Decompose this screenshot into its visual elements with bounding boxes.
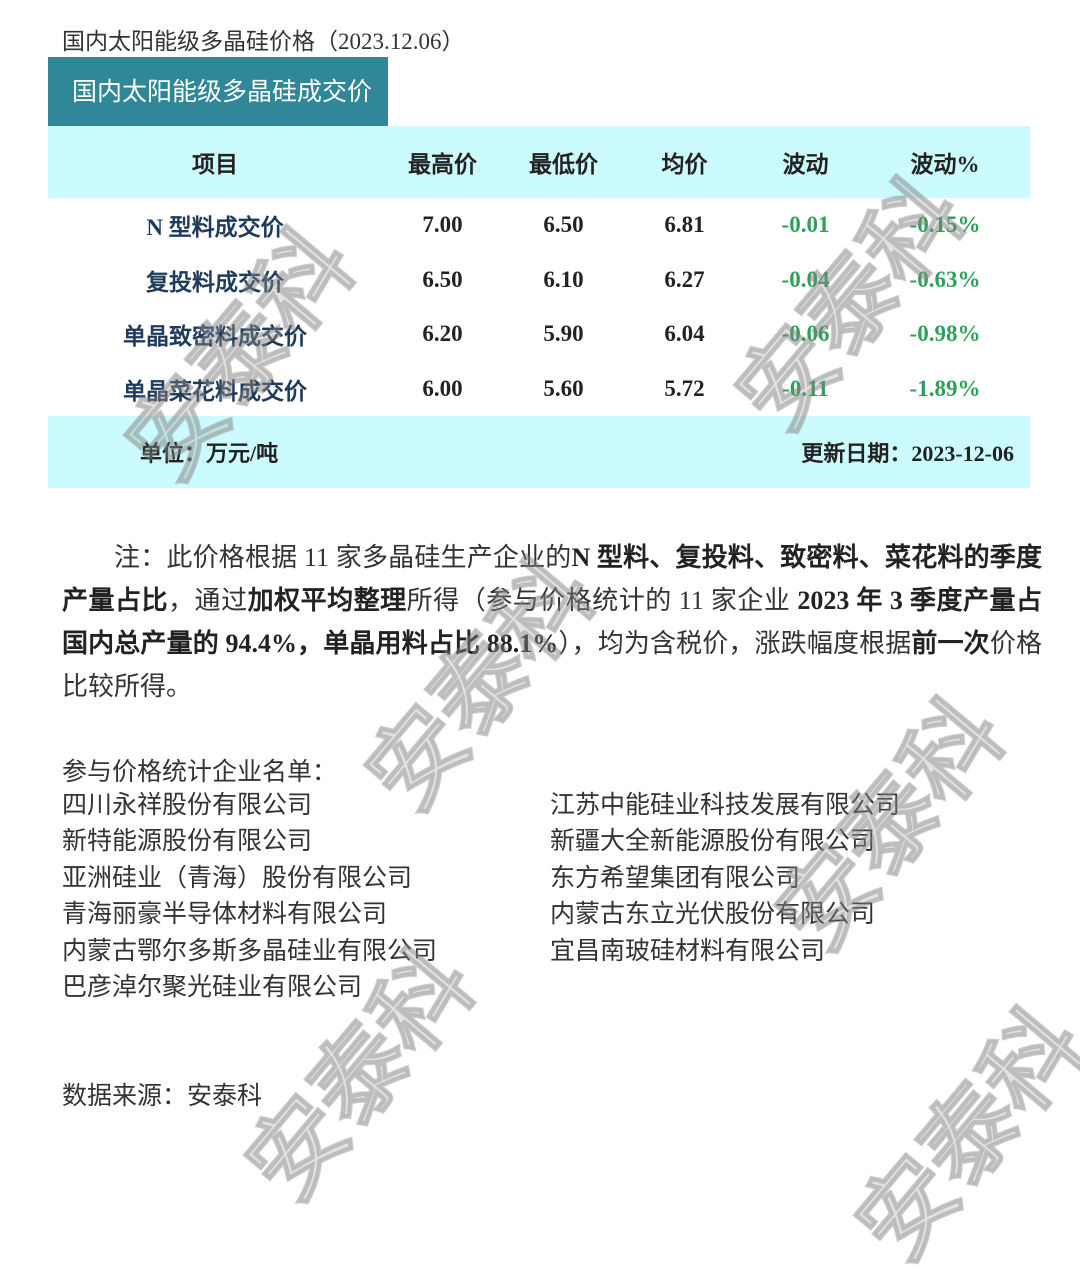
note-text: ，通过 <box>168 586 248 615</box>
change: -0.11 <box>782 375 829 401</box>
change-pct: -1.89% <box>909 375 981 401</box>
note-emphasis: 前一次 <box>911 629 990 658</box>
table-footer: 单位：万元/吨 更新日期：2023-12-06 <box>48 416 1030 488</box>
company-name: 江苏中能硅业科技发展有限公司 <box>550 792 901 819</box>
company-name: 新特能源股份有限公司 <box>62 828 313 856</box>
change-pct: -0.98% <box>909 321 981 347</box>
min-price: 6.10 <box>543 266 584 292</box>
table-body: N 型料成交价 7.00 6.50 6.81 -0.01 -0.15% 复投料成交价 6.50… <box>48 198 1030 416</box>
change: -0.04 <box>781 266 830 292</box>
company-name: 内蒙古东立光伏股份有限公司 <box>550 901 876 929</box>
table-row: N 型料成交价 7.00 6.50 6.81 -0.01 -0.15% <box>48 198 1030 253</box>
min-price: 5.90 <box>543 321 584 347</box>
table-row: 单晶菜花料成交价 6.00 5.60 5.72 -0.11 -1.89% <box>48 362 1030 417</box>
company-name: 四川永祥股份有限公司 <box>62 792 313 819</box>
change: -0.06 <box>781 321 830 347</box>
company-name: 宜昌南玻硅材料有限公司 <box>550 937 826 965</box>
item-name: 复投料成交价 <box>146 269 284 295</box>
page-title: 国内太阳能级多晶硅价格（2023.12.06） <box>62 29 465 54</box>
table-row: 单晶致密料成交价 6.20 5.90 6.04 -0.06 -0.98% <box>48 307 1030 362</box>
change-pct: -0.63% <box>909 266 981 292</box>
item-name: 单晶菜花料成交价 <box>123 378 307 404</box>
note-text: 注：此价格根据 11 家多晶硅生产企业的 <box>114 543 572 572</box>
price-table: 项目 最高价 最低价 均价 波动 波动% N 型料成交价 7.00 6.50 6.81… <box>48 126 1030 488</box>
note-text: 价格比较所得。 <box>62 629 1042 701</box>
max-price: 6.00 <box>422 375 463 401</box>
company-name: 新疆大全新能源股份有限公司 <box>550 828 876 856</box>
table-header: 项目 最高价 最低价 均价 波动 波动% <box>48 126 1030 198</box>
companies-heading: 参与价格统计企业名单： <box>62 759 338 786</box>
data-source: 数据来源：安泰科 <box>62 1083 263 1110</box>
company-name: 亚洲硅业（青海）股份有限公司 <box>62 864 413 892</box>
note-paragraph: 注：此价格根据 11 家多晶硅生产企业的N 型料、复投料、致密料、菜花料的季度产… <box>62 536 1042 708</box>
header-change-pct: 波动% <box>910 152 980 177</box>
company-name: 东方希望集团有限公司 <box>550 864 801 892</box>
max-price: 6.50 <box>422 266 463 292</box>
avg-price: 6.04 <box>664 321 705 347</box>
note-text: 所得（参与价格统计的 11 家企业 <box>406 586 798 615</box>
companies-left: 四川永祥股份有限公司 新特能源股份有限公司亚洲硅业（青海）股份有限公司 青海丽豪半导… <box>62 788 437 1006</box>
watermark: 安泰科 <box>834 988 1080 1283</box>
note-text: ），均为含税价，涨跌幅度根据 <box>558 629 912 658</box>
avg-price: 6.81 <box>664 212 705 238</box>
avg-price: 5.72 <box>664 375 705 401</box>
item-name: 单晶致密料成交价 <box>123 324 307 350</box>
min-price: 6.50 <box>543 212 584 238</box>
note-emphasis: 2023 年 3 季度产量占国内总产量的 94.4%，单晶用料占比 88.1% <box>62 586 1042 658</box>
header-avg: 均价 <box>661 152 708 177</box>
section-tab: 国内太阳能级多晶硅成交价 <box>48 57 388 126</box>
header-max: 最高价 <box>408 152 477 177</box>
table-row: 复投料成交价 6.50 6.10 6.27 -0.04 -0.63% <box>48 253 1030 308</box>
header-item: 项目 <box>192 152 238 177</box>
company-name: 内蒙古鄂尔多斯多晶硅业有限公司 <box>62 937 438 965</box>
max-price: 6.20 <box>422 321 463 347</box>
header-change: 波动 <box>782 152 829 177</box>
company-name: 巴彦淖尔聚光硅业有限公司 <box>62 974 363 1002</box>
item-name: N 型料成交价 <box>146 215 284 241</box>
avg-price: 6.27 <box>664 266 705 292</box>
companies-right: 江苏中能硅业科技发展有限公司 新疆大全新能源股份有限公司 东方希望集团有限公司内蒙古… <box>550 788 900 970</box>
header-min: 最低价 <box>529 152 598 177</box>
min-price: 5.60 <box>543 375 584 401</box>
max-price: 7.00 <box>422 212 463 238</box>
change-pct: -0.15% <box>909 212 981 238</box>
company-name: 青海丽豪半导体材料有限公司 <box>62 901 388 929</box>
note-emphasis: 加权平均整理 <box>247 586 407 615</box>
note-emphasis: N 型料、复投料、致密料、菜花料的季度产量占比 <box>62 543 1042 615</box>
unit-label: 单位：万元/吨 <box>140 441 279 466</box>
change: -0.01 <box>781 212 830 238</box>
update-date: 更新日期：2023-12-06 <box>801 441 1014 466</box>
